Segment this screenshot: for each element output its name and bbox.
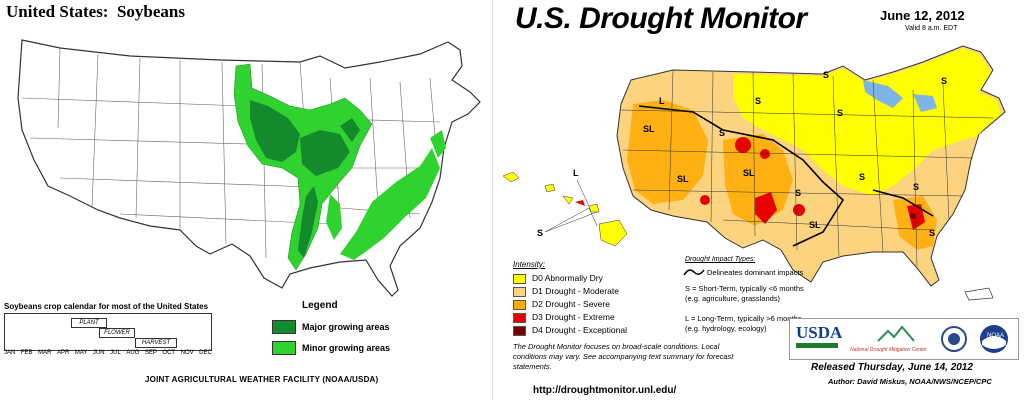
hawaii-islands — [502, 171, 628, 247]
legend-label-major: Major growing areas — [302, 322, 390, 332]
map-label-s: S — [795, 188, 801, 198]
impact-s-example: (e.g. agriculture, grasslands) — [685, 294, 781, 303]
stage-harvest: HARVEST — [135, 338, 177, 348]
hawaii-label-l: L — [573, 168, 579, 178]
map-label-s: S — [859, 172, 865, 182]
intensity-row: D2 Drought - Severe — [513, 299, 610, 310]
month-label: NOV — [180, 350, 194, 356]
release-date: Released Thursday, June 14, 2012 — [811, 362, 973, 373]
swatch-d0 — [513, 273, 526, 284]
intensity-label: D1 Drought - Moderate — [532, 286, 619, 296]
noaa-logo-text: NOAA — [987, 333, 1004, 339]
major-growing-area — [250, 100, 300, 162]
impact-types-title: Drought Impact Types: — [685, 256, 756, 263]
swatch-d4 — [513, 325, 526, 336]
map-label-s: S — [823, 70, 829, 80]
impact-l-example: (e.g. hydrology, ecology) — [685, 324, 767, 333]
map-label-s: S — [755, 96, 761, 106]
legend-swatch-major — [272, 320, 296, 334]
map-label-s: S — [719, 128, 725, 138]
impact-line-icon — [683, 269, 705, 276]
month-label: OCT — [162, 350, 176, 356]
month-label: FEB — [20, 350, 33, 356]
drought-map: L SL SL S S SL S SL S S S S S S L S — [502, 45, 1006, 301]
swatch-d1 — [513, 286, 526, 297]
crop-calendar: PLANT FLOWER HARVEST — [4, 313, 212, 351]
intensity-row: D4 Drought - Exceptional — [513, 325, 627, 336]
month-label: DEC — [199, 350, 212, 356]
legend-swatch-minor — [272, 341, 296, 355]
impact-l-text: L = Long-Term, typically >6 months — [685, 314, 802, 323]
impact-boundary — [638, 105, 845, 247]
map-label-sl: SL — [677, 174, 689, 184]
swatch-d3 — [513, 312, 526, 323]
intensity-row: D1 Drought - Moderate — [513, 286, 619, 297]
month-label: MAR — [38, 350, 52, 356]
month-label: JUN — [92, 350, 105, 356]
map-label-s: S — [837, 108, 843, 118]
month-label: AUG — [126, 350, 140, 356]
swatch-d2 — [513, 299, 526, 310]
month-label: JAN — [4, 350, 16, 356]
usda-logo-bar — [796, 343, 838, 348]
intensity-label: D2 Drought - Severe — [532, 299, 610, 309]
stage-flower: FLOWER — [99, 328, 135, 338]
intensity-row: D3 Drought - Extreme — [513, 312, 615, 323]
month-label: APR — [56, 350, 70, 356]
map-label-l: L — [659, 96, 665, 106]
legend-label-minor: Minor growing areas — [302, 343, 391, 353]
legend-title: Legend — [302, 300, 338, 311]
ndmc-logo-text: National Drought Mitigation Center — [850, 347, 927, 353]
calendar-months: JAN FEB MAR APR MAY JUN JUL AUG SEP OCT … — [4, 350, 212, 356]
commerce-seal — [941, 326, 967, 352]
impact-line-label: Delineates dominant impacts — [707, 268, 804, 277]
map-label-s: S — [941, 76, 947, 86]
usda-logo: USDA — [796, 323, 843, 342]
soybeans-panel: United States: Soybeans Soybeans crop ca… — [0, 0, 493, 400]
intensity-title: Intensity: — [513, 260, 546, 269]
map-label-sl: SL — [643, 124, 655, 134]
month-label: MAY — [74, 350, 88, 356]
intensity-label: D0 Abnormally Dry — [532, 273, 603, 283]
map-label-s: S — [913, 182, 919, 192]
agency-logos: USDA National Drought Mitigation Center … — [789, 318, 1019, 360]
map-label-sl: SL — [809, 220, 821, 230]
stage-plant: PLANT — [71, 318, 107, 328]
map-date: June 12, 2012 — [880, 8, 965, 23]
noaa-logo: NOAA — [980, 325, 1008, 353]
map-label-s: S — [929, 228, 935, 238]
soybeans-title: United States: Soybeans — [6, 2, 185, 21]
ndmc-logo — [877, 325, 915, 342]
intensity-label: D4 Drought - Exceptional — [532, 325, 627, 335]
credit-line: JOINT AGRICULTURAL WEATHER FACILITY (NOA… — [145, 375, 379, 384]
disclaimer-note: The Drought Monitor focuses on broad-sca… — [513, 342, 734, 371]
impact-s-text: S = Short-Term, typically <6 months — [685, 284, 804, 293]
hawaii-label-s: S — [537, 228, 543, 238]
drought-monitor-url[interactable]: http://droughtmonitor.unl.edu/ — [533, 385, 677, 396]
intensity-label: D3 Drought - Extreme — [532, 312, 615, 322]
puerto-rico — [964, 287, 994, 301]
map-label-sl: SL — [743, 168, 755, 178]
soybeans-map — [17, 39, 481, 297]
month-label: SEP — [144, 350, 157, 356]
intensity-row: D0 Abnormally Dry — [513, 273, 603, 284]
calendar-title: Soybeans crop calendar for most of the U… — [4, 302, 209, 311]
drought-monitor-title: U.S. Drought Monitor — [515, 2, 807, 35]
month-label: JUL — [110, 350, 121, 356]
drought-monitor-panel: U.S. Drought Monitor June 12, 2012 Valid… — [493, 0, 1024, 400]
author: Author: David Miskus, NOAA/NWS/NCEP/CPC — [828, 377, 992, 386]
valid-time: Valid 8 a.m. EDT — [905, 25, 958, 32]
state-lines — [620, 69, 994, 267]
